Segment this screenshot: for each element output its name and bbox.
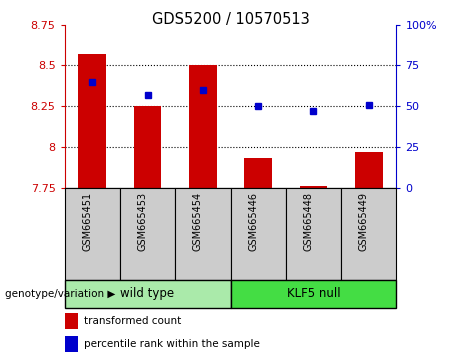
Text: percentile rank within the sample: percentile rank within the sample: [84, 339, 260, 349]
Text: wild type: wild type: [120, 287, 175, 300]
Text: transformed count: transformed count: [84, 316, 182, 326]
Text: GSM665451: GSM665451: [82, 192, 92, 251]
Bar: [65, 313, 78, 329]
Bar: [175, 188, 230, 280]
Bar: [244, 158, 272, 188]
Text: GSM665454: GSM665454: [193, 192, 203, 251]
Bar: [286, 188, 341, 280]
Text: genotype/variation ▶: genotype/variation ▶: [5, 289, 115, 299]
Text: KLF5 null: KLF5 null: [287, 287, 340, 300]
Bar: [230, 280, 396, 308]
Bar: [65, 336, 78, 352]
Bar: [230, 188, 286, 280]
Text: GDS5200 / 10570513: GDS5200 / 10570513: [152, 12, 309, 27]
Text: GSM665453: GSM665453: [137, 192, 148, 251]
Bar: [134, 106, 161, 188]
Bar: [78, 54, 106, 188]
Text: GSM665448: GSM665448: [303, 192, 313, 251]
Bar: [65, 280, 230, 308]
Bar: [341, 188, 396, 280]
Text: GSM665446: GSM665446: [248, 192, 258, 251]
Bar: [355, 152, 383, 188]
Bar: [65, 188, 120, 280]
Bar: [189, 65, 217, 188]
Text: GSM665449: GSM665449: [359, 192, 369, 251]
Bar: [120, 188, 175, 280]
Bar: [300, 185, 327, 188]
